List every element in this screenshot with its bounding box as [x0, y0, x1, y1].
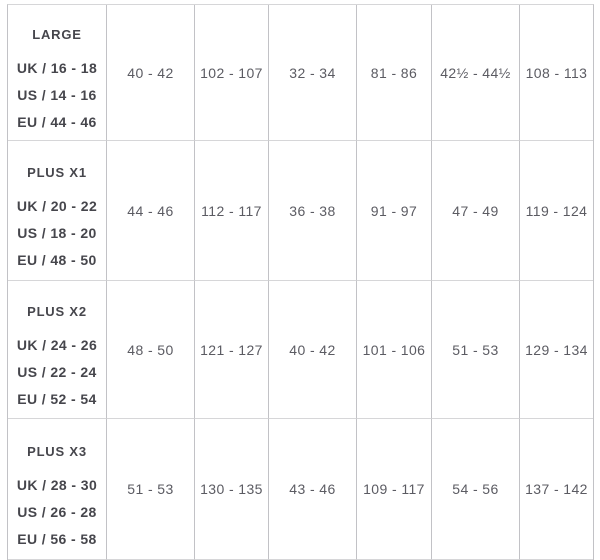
measurement-value: 42½ - 44½ [440, 64, 511, 81]
size-name: PLUS X2 [27, 304, 87, 319]
size-label-block: PLUS X2 UK / 24 - 26 US / 22 - 24 EU / 5… [17, 304, 97, 413]
measurement-cell: 119 - 124 [520, 141, 593, 281]
size-label-block: PLUS X3 UK / 28 - 30 US / 26 - 28 EU / 5… [17, 444, 97, 553]
measurement-value: 130 - 135 [200, 481, 263, 497]
measurement-cell: 42½ - 44½ [432, 5, 520, 141]
measurement-value: 43 - 46 [289, 481, 336, 497]
size-region-eu: EU / 52 - 54 [17, 391, 97, 407]
size-row-plus-x1: PLUS X1 UK / 20 - 22 US / 18 - 20 EU / 4… [8, 141, 593, 281]
measurement-cell: 108 - 113 [520, 5, 593, 141]
size-region-us: US / 18 - 20 [17, 225, 97, 241]
measurement-value: 54 - 56 [452, 481, 499, 497]
measurement-value: 48 - 50 [127, 341, 174, 358]
measurement-cell: 130 - 135 [195, 419, 269, 560]
measurement-value: 51 - 53 [452, 341, 499, 358]
size-region-eu: EU / 44 - 46 [17, 114, 97, 130]
size-region-us: US / 22 - 24 [17, 364, 97, 380]
measurement-cell: 40 - 42 [269, 281, 357, 419]
size-row-large: LARGE UK / 16 - 18 US / 14 - 16 EU / 44 … [8, 5, 593, 141]
size-region-eu: EU / 56 - 58 [17, 530, 97, 547]
size-region-uk: UK / 20 - 22 [16, 198, 98, 214]
measurement-cell: 51 - 53 [432, 281, 520, 419]
measurement-cell: 36 - 38 [269, 141, 357, 281]
measurement-value: 108 - 113 [525, 64, 588, 81]
measurement-cell: 51 - 53 [107, 419, 195, 560]
measurement-cell: 32 - 34 [269, 5, 357, 141]
measurement-value: 44 - 46 [127, 202, 174, 219]
measurement-value: 121 - 127 [200, 341, 263, 358]
measurement-value: 32 - 34 [289, 64, 336, 81]
size-label-block: LARGE UK / 16 - 18 US / 14 - 16 EU / 44 … [17, 27, 97, 136]
measurement-value: 129 - 134 [525, 341, 588, 358]
measurement-cell: 137 - 142 [520, 419, 593, 560]
measurement-cell: 43 - 46 [269, 419, 357, 560]
size-chart-table: LARGE UK / 16 - 18 US / 14 - 16 EU / 44 … [7, 4, 594, 560]
measurement-cell: 48 - 50 [107, 281, 195, 419]
size-name: PLUS X3 [27, 443, 87, 459]
measurement-value: 91 - 97 [370, 202, 418, 219]
size-row-plus-x3: PLUS X3 UK / 28 - 30 US / 26 - 28 EU / 5… [8, 419, 593, 560]
measurement-cell: 109 - 117 [357, 419, 432, 560]
measurement-value: 36 - 38 [289, 202, 336, 219]
measurement-cell: 40 - 42 [107, 5, 195, 141]
size-region-uk: UK / 28 - 30 [16, 476, 98, 493]
size-name: LARGE [32, 27, 82, 42]
measurement-value: 81 - 86 [370, 64, 418, 81]
measurement-cell: 91 - 97 [357, 141, 432, 281]
measurement-value: 112 - 117 [201, 202, 262, 219]
size-region-us: US / 14 - 16 [17, 87, 97, 103]
size-label-cell: PLUS X3 UK / 28 - 30 US / 26 - 28 EU / 5… [8, 419, 107, 560]
measurement-value: 51 - 53 [127, 481, 174, 497]
measurement-value: 119 - 124 [525, 202, 588, 219]
measurement-value: 40 - 42 [127, 64, 174, 81]
size-label-cell: PLUS X2 UK / 24 - 26 US / 22 - 24 EU / 5… [8, 281, 107, 419]
size-label-cell: LARGE UK / 16 - 18 US / 14 - 16 EU / 44 … [8, 5, 107, 141]
size-label-cell: PLUS X1 UK / 20 - 22 US / 18 - 20 EU / 4… [8, 141, 107, 281]
measurement-cell: 44 - 46 [107, 141, 195, 281]
size-name: PLUS X1 [27, 165, 87, 180]
measurement-value: 47 - 49 [452, 202, 499, 219]
measurement-cell: 129 - 134 [520, 281, 593, 419]
measurement-cell: 102 - 107 [195, 5, 269, 141]
measurement-cell: 112 - 117 [195, 141, 269, 281]
measurement-value: 40 - 42 [289, 341, 336, 358]
measurement-cell: 47 - 49 [432, 141, 520, 281]
measurement-value: 102 - 107 [200, 64, 263, 81]
size-region-uk: UK / 24 - 26 [16, 337, 98, 353]
measurement-cell: 54 - 56 [432, 419, 520, 560]
measurement-cell: 121 - 127 [195, 281, 269, 419]
size-region-us: US / 26 - 28 [17, 503, 97, 520]
measurement-cell: 81 - 86 [357, 5, 432, 141]
size-region-uk: UK / 16 - 18 [16, 60, 98, 76]
size-label-block: PLUS X1 UK / 20 - 22 US / 18 - 20 EU / 4… [17, 165, 97, 274]
size-region-eu: EU / 48 - 50 [17, 252, 97, 268]
size-row-plus-x2: PLUS X2 UK / 24 - 26 US / 22 - 24 EU / 5… [8, 281, 593, 419]
measurement-value: 109 - 117 [363, 481, 425, 497]
measurement-value: 101 - 106 [362, 341, 426, 358]
measurement-value: 137 - 142 [525, 481, 588, 497]
measurement-cell: 101 - 106 [357, 281, 432, 419]
